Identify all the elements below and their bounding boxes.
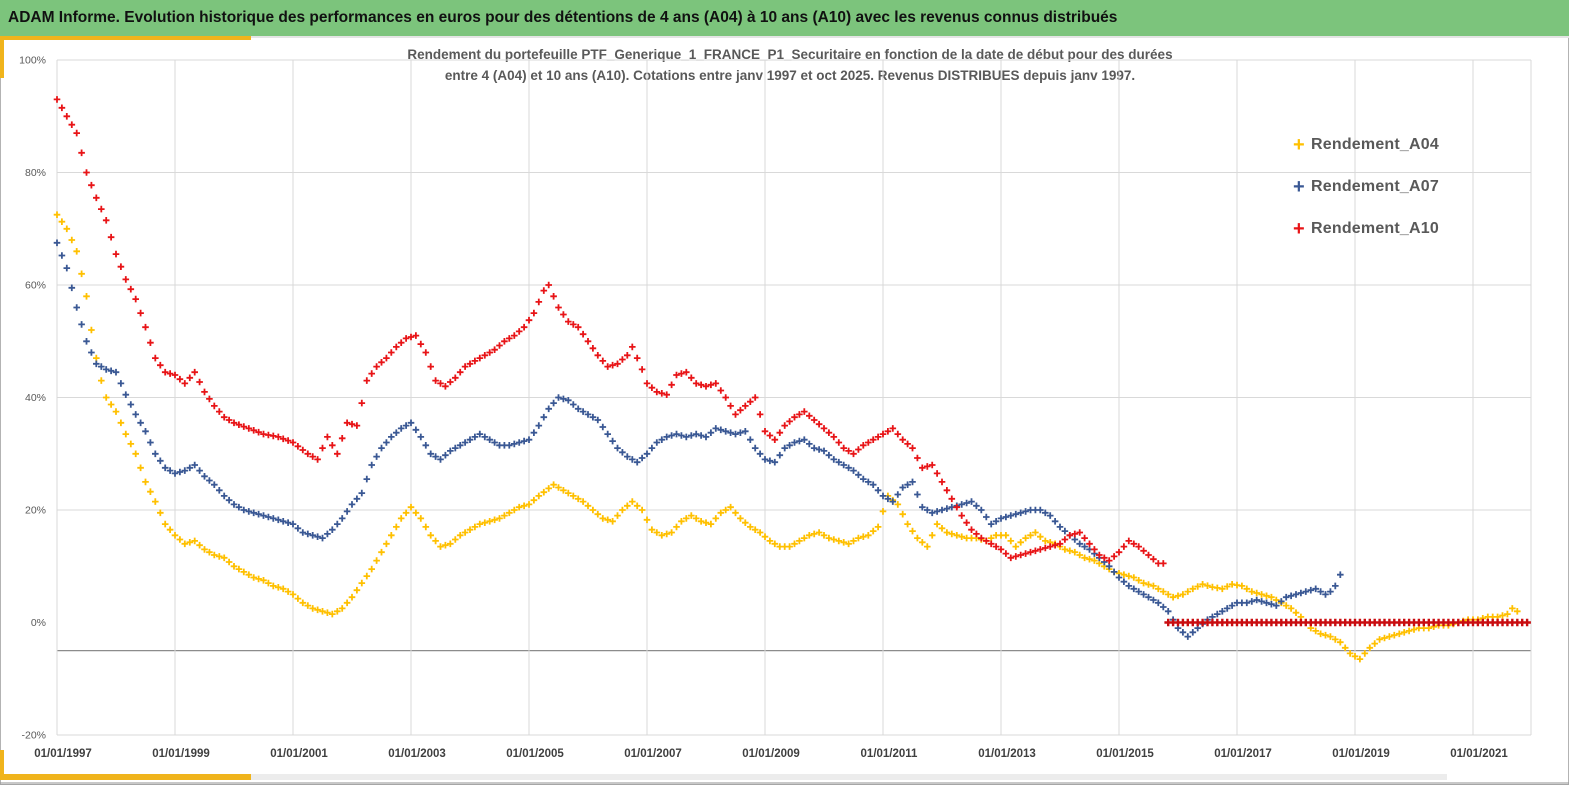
x-axis-tick-label: 01/01/2013 [978,748,1036,760]
top-left-selection-strip [0,36,251,40]
chart-title: Rendement du portefeuille PTF_Generique_… [70,44,1510,86]
legend-label: Rendement_A07 [1311,178,1439,195]
plus-marker-icon: + [1293,176,1305,198]
chart-legend: + Rendement_A04 + Rendement_A07 + Rendem… [1293,131,1439,257]
y-axis-tick-label: 60% [25,280,46,292]
y-axis-tick-label: 80% [25,167,46,179]
top-divider [251,36,1569,38]
chart-title-line1: Rendement du portefeuille PTF_Generique_… [407,47,1173,62]
plus-marker-icon: + [1293,218,1305,240]
x-axis-tick-label: 01/01/1997 [34,748,92,760]
x-axis-tick-label: 01/01/2009 [742,748,800,760]
x-axis-tick-label: 01/01/2011 [861,748,919,760]
plus-marker-icon: + [1293,134,1305,156]
series-rendement_a10_flat_zero [1164,618,1531,627]
y-axis-tick-label: 20% [25,505,46,517]
bottom-border [0,782,1569,785]
x-axis-tick-label: 01/01/1999 [152,748,210,760]
x-axis-tick-label: 01/01/2003 [388,748,446,760]
series-rendement_a10 [53,96,1167,567]
x-axis-tick-label: 01/01/2005 [506,748,564,760]
y-axis-tick-label: 40% [25,392,46,404]
y-axis-tick-label: 100% [19,55,46,67]
banner-text: ADAM Informe. Evolution historique des p… [8,9,1118,26]
legend-label: Rendement_A10 [1311,220,1439,237]
x-axis-tick-label: 01/01/2019 [1332,748,1390,760]
y-axis-tick-label: 0% [31,617,46,629]
legend-item-rendement-a04[interactable]: + Rendement_A04 [1293,131,1439,159]
left-selection-strip-top [0,36,4,78]
series-rendement_a07 [53,239,1344,640]
y-axis-tick-label: -20% [21,730,46,742]
horizontal-scrollbar-thumb[interactable] [0,774,251,780]
x-axis-tick-label: 01/01/2007 [624,748,682,760]
horizontal-scrollbar-track[interactable] [0,774,1447,780]
x-axis-tick-label: 01/01/2017 [1214,748,1272,760]
x-axis-tick-label: 01/01/2021 [1450,748,1508,760]
x-axis-tick-label: 01/01/2001 [270,748,328,760]
series-rendement_a04 [53,211,1521,663]
left-selection-strip-bottom [0,750,4,780]
banner: ADAM Informe. Evolution historique des p… [0,0,1569,36]
chart-title-line2: entre 4 (A04) et 10 ans (A10). Cotations… [444,68,1136,83]
legend-item-rendement-a10[interactable]: + Rendement_A10 [1293,215,1439,243]
x-axis-tick-label: 01/01/2015 [1096,748,1154,760]
legend-item-rendement-a07[interactable]: + Rendement_A07 [1293,173,1439,201]
legend-label: Rendement_A04 [1311,136,1439,153]
